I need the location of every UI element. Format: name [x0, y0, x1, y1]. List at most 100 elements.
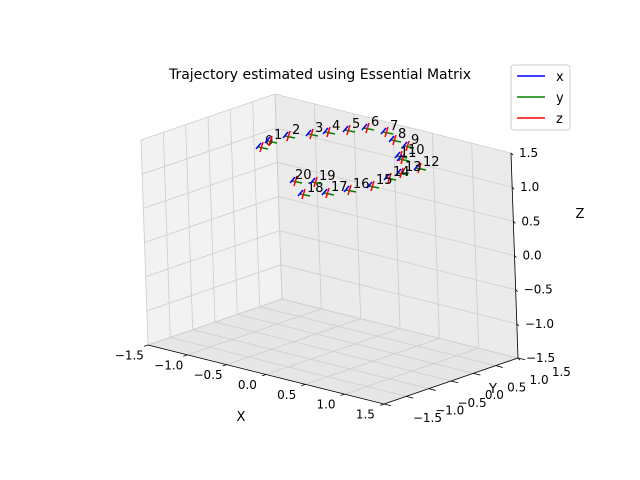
pose-triad: 14 [383, 165, 410, 184]
z-tick-label: −0.5 [524, 283, 553, 297]
pose-label: 4 [332, 119, 340, 134]
pose-triad: 18 [297, 181, 324, 200]
z-tick-label: 1.5 [519, 146, 538, 160]
pose-label: 10 [408, 143, 425, 158]
pose-y-axis [396, 155, 408, 159]
pose-x-axis [383, 173, 390, 181]
chart-title: Trajectory estimated using Essential Mat… [168, 67, 471, 83]
z-tick-label: 0.0 [523, 249, 542, 263]
pose-triad: 17 [321, 180, 348, 199]
pose-z-axis [387, 172, 392, 184]
pose-x-axis [361, 123, 368, 131]
y-tick-label: 0.0 [485, 388, 504, 402]
pose-triad: 16 [343, 177, 370, 196]
pose-triad: 8 [388, 127, 406, 146]
pose-z-axis [347, 184, 352, 196]
legend-label-x: x [556, 70, 564, 85]
y-tick-label: −1.5 [413, 411, 442, 425]
pose-y-axis [398, 158, 410, 162]
y-tick [406, 395, 414, 399]
pose-triad: 3 [305, 121, 323, 140]
pose-z-axis [346, 124, 351, 136]
x-tick-label: −1.5 [115, 349, 144, 363]
pose-triad: 5 [342, 117, 360, 136]
pose-label: 9 [411, 133, 419, 148]
pose-z-axis [293, 175, 298, 187]
z-tick [510, 152, 514, 156]
legend: xyz [510, 64, 571, 131]
pose-x-axis [309, 177, 316, 185]
x-tick-label: 1.5 [356, 408, 375, 422]
pose-triad: 9 [401, 133, 419, 152]
z-tick-label: 0.5 [521, 214, 540, 228]
grid-line-y [274, 93, 519, 359]
pose-z-axis [365, 122, 370, 134]
pose-x-axis [413, 163, 420, 171]
pose-label: 2 [292, 123, 300, 138]
z-axis-label: Z [576, 207, 585, 222]
pose-y-axis [344, 129, 356, 133]
pose-y-axis [345, 189, 357, 193]
pose-label: 6 [371, 115, 379, 130]
pose-label: 3 [315, 121, 323, 136]
pose-y-axis [299, 193, 311, 197]
x-tick-label: −1.0 [154, 358, 183, 372]
z-tick [515, 289, 518, 293]
pose-label: 15 [376, 173, 393, 188]
pose-label: 5 [352, 117, 360, 132]
pose-y-axis [266, 140, 278, 144]
pose-z-axis [286, 130, 291, 142]
pose-z-axis [309, 128, 314, 140]
pose-z-axis [384, 126, 389, 138]
z-tick [511, 186, 515, 190]
y-tick [495, 365, 503, 368]
pose-y-axis [397, 172, 409, 176]
pose-x-axis [321, 188, 328, 196]
x-axis-label: X [237, 410, 246, 425]
pose-x-axis [388, 135, 395, 143]
z-tick [516, 323, 520, 327]
pose-label: 20 [295, 168, 312, 183]
y-tick-label: −1.0 [435, 404, 464, 418]
pose-y-axis [385, 177, 397, 181]
pose-x-axis [322, 127, 329, 135]
pose-y-axis [324, 131, 336, 135]
pose-x-axis [343, 185, 350, 193]
pose-y-axis [307, 133, 319, 137]
pose-x-axis [282, 131, 289, 139]
y-axis-label: Y [488, 382, 497, 397]
legend-label-z: z [556, 112, 563, 127]
pose-y-axis [415, 167, 427, 171]
pose-label: 13 [405, 160, 422, 175]
pose-triad: 12 [413, 155, 440, 174]
pose-x-axis [401, 141, 408, 149]
tick-marks [143, 152, 526, 407]
pose-x-axis [394, 151, 401, 159]
x-tick-label: −0.5 [193, 368, 222, 382]
x-tick [261, 374, 267, 377]
y-tick [473, 372, 481, 376]
pose-triad: 13 [395, 160, 422, 179]
pose-z-axis [392, 134, 397, 146]
pose-x-axis [395, 168, 402, 176]
pose-triad: 6 [361, 115, 379, 134]
pose-z-axis [400, 153, 405, 165]
pose-x-axis [305, 129, 312, 137]
grid-line-y [252, 101, 496, 367]
x-tick [301, 383, 306, 387]
pose-z-axis [325, 187, 330, 199]
pose-label: 18 [307, 181, 324, 196]
pose-triad: 19 [309, 169, 336, 188]
y-tick [428, 388, 436, 391]
z-tick [514, 255, 517, 258]
y-tick [383, 403, 392, 407]
pose-z-axis [259, 141, 264, 153]
z-tick-label: 1.0 [520, 180, 539, 194]
x-tick [222, 364, 227, 367]
pose-y-axis [390, 139, 402, 143]
pose-triad: 20 [289, 168, 312, 187]
pose-triad: 15 [366, 173, 393, 192]
pose-x-axis [289, 176, 296, 184]
pose-x-axis [396, 154, 403, 162]
